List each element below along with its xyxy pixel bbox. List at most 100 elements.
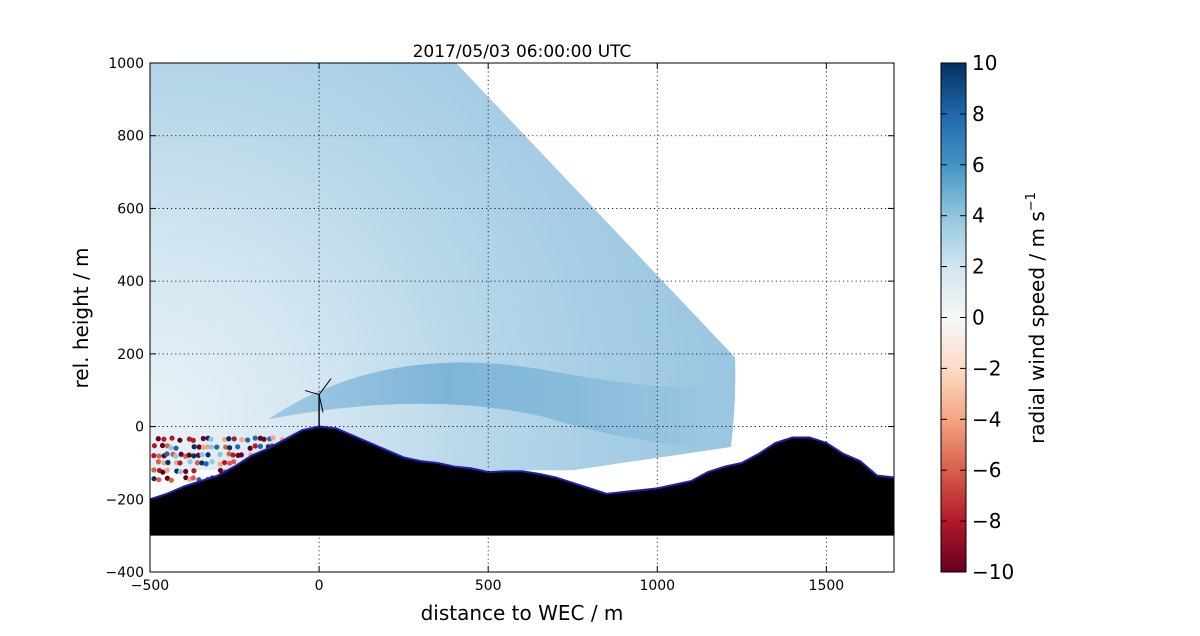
scatter-point [164, 467, 170, 473]
x-axis-ticks: −500 0 500 1000 1500 [131, 63, 844, 594]
scatter-point [235, 444, 241, 450]
colorbar-tick-label: 2 [972, 255, 985, 279]
scatter-point [199, 451, 205, 458]
colorbar-tick-label: −6 [972, 458, 1001, 482]
colorbar-tick-label: 6 [972, 153, 985, 177]
scatter-point [231, 459, 237, 465]
scatter-point [226, 451, 232, 457]
y-axis-ticks: −400 −200 0 200 400 600 800 1000 [106, 56, 894, 581]
scatter-point [187, 459, 193, 465]
scatter-point [217, 461, 223, 467]
scatter-point [209, 459, 215, 465]
scatter-point [177, 437, 183, 443]
scatter-point [160, 469, 166, 475]
scatter-point [247, 445, 253, 451]
scatter-point [183, 468, 189, 475]
scatter-point [200, 435, 206, 442]
scatter-point [203, 461, 209, 467]
y-tick-label: 0 [135, 420, 144, 436]
scatter-point [214, 444, 220, 450]
x-tick-label: 500 [475, 578, 502, 594]
scatter-point [173, 445, 179, 451]
scatter-point [223, 444, 229, 450]
scatter-point [161, 460, 167, 466]
x-tick-label: 1500 [809, 578, 845, 594]
scatter-point [252, 435, 258, 441]
scatter-point [208, 444, 214, 450]
scatter-point [177, 469, 183, 475]
grid [150, 63, 894, 572]
y-tick-label: 800 [117, 129, 144, 145]
scatter-point [151, 467, 157, 473]
scatter-point [177, 460, 183, 466]
scatter-point [239, 437, 245, 443]
scatter-point [155, 436, 161, 442]
scatter-point [168, 445, 174, 451]
scatter-point [238, 452, 244, 458]
colorbar-label-exponent: −1 [1024, 192, 1039, 211]
scatter-point [164, 475, 170, 481]
y-tick-label: −200 [106, 492, 144, 508]
scatter-point [194, 460, 200, 466]
scatter-point [151, 476, 157, 482]
scatter-point [155, 459, 162, 465]
terrain [150, 426, 894, 536]
scatter-point [244, 437, 251, 443]
scatter-point [270, 435, 276, 441]
y-tick-label: −400 [106, 565, 144, 581]
plot-area [150, 63, 894, 536]
x-tick-label: 0 [315, 578, 324, 594]
scatter-point [164, 451, 170, 457]
scatter-point [227, 460, 233, 466]
scatter-point [217, 451, 223, 458]
plot-frame [149, 62, 895, 573]
scatter-point [151, 443, 157, 449]
x-tick-label: −500 [131, 578, 169, 594]
y-tick-label: 1000 [108, 56, 144, 72]
scatter-point [199, 460, 205, 466]
scatter-point [257, 443, 263, 449]
scatter-point [173, 453, 179, 459]
scatter-point [196, 444, 202, 450]
scatter-point [183, 475, 189, 481]
chart-title: 2017/05/03 06:00:00 UTC [413, 42, 632, 62]
scatter-point [230, 452, 236, 458]
scan-sector [150, 63, 736, 471]
scatter-point [252, 443, 258, 449]
scatter-point [221, 436, 228, 443]
colorbar-tick-label: −10 [972, 560, 1014, 584]
colorbar-label: radial wind speed / m s−1 [1024, 192, 1049, 444]
scatter-point [168, 477, 175, 483]
scatter-point [190, 475, 196, 481]
colorbar-tick-label: 10 [972, 51, 997, 75]
colorbar-tick-label: 0 [972, 306, 985, 330]
scatter-point [161, 436, 167, 442]
scatter-point [200, 444, 207, 451]
colorbar-tick-label: −2 [972, 356, 1001, 380]
scatter-point [261, 436, 267, 442]
x-tick-label: 1000 [639, 578, 675, 594]
y-tick-label: 600 [117, 201, 144, 217]
scatter-point [191, 453, 197, 459]
scatter-point [226, 436, 232, 442]
colorbar-tick-label: −4 [972, 407, 1001, 431]
scatter-point [227, 445, 233, 451]
scatter-point [169, 435, 175, 441]
y-axis-label: rel. height / m [69, 247, 93, 388]
scatter-point [205, 452, 211, 458]
scatter-point [178, 451, 184, 457]
low-level-jet-band [268, 362, 708, 449]
y-tick-label: 200 [117, 347, 144, 363]
scatter-point [159, 442, 166, 449]
colorbar-tick-label: −8 [972, 509, 1001, 533]
scatter-point [221, 459, 228, 466]
scatter-point [156, 453, 162, 459]
scatter-point [190, 437, 196, 443]
scatter-point [191, 468, 197, 474]
x-axis-label: distance to WEC / m [421, 601, 624, 625]
scatter-point [186, 452, 192, 458]
scatter-point [217, 467, 224, 474]
terrain-edge [150, 425, 894, 501]
colorbar-tick-label: 8 [972, 102, 985, 126]
